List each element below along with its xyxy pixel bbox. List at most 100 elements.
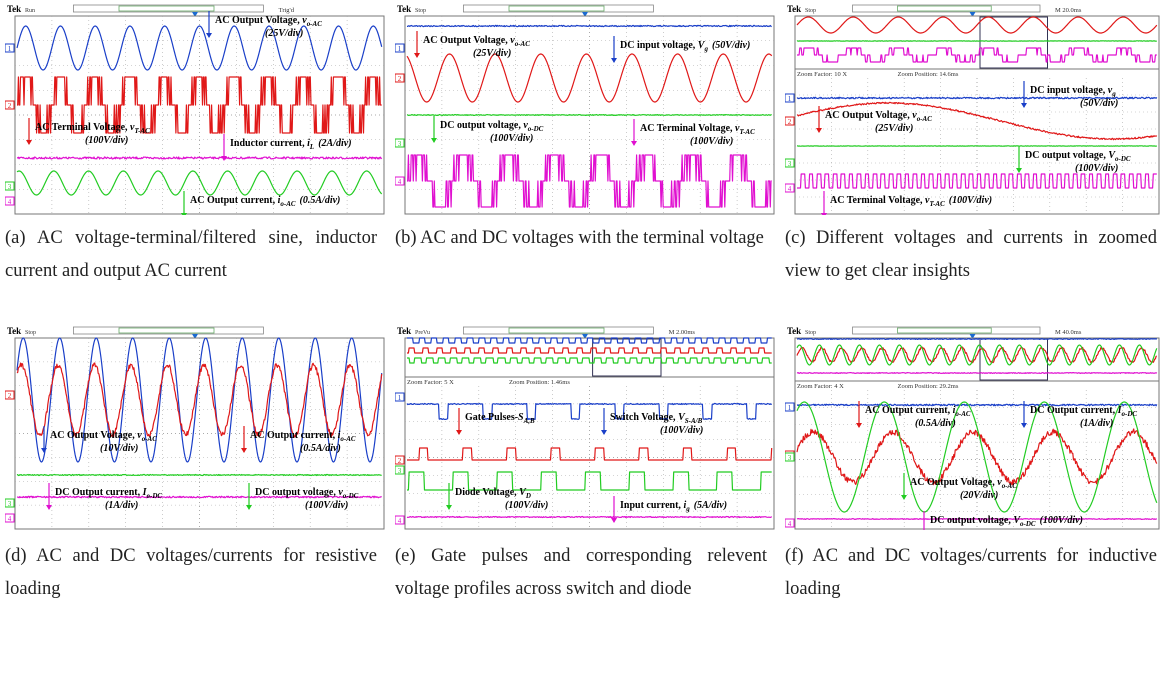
annotation-subscript: T-AC [739, 128, 755, 136]
channel-number: 3 [788, 160, 792, 168]
channel-number: 2 [788, 118, 792, 126]
waveform [407, 115, 772, 116]
annotation-label: DC output voltage, [930, 515, 1013, 526]
annotation-label: AC Output Voltage, [825, 110, 912, 121]
annotation-label: AC Output current, [190, 195, 278, 206]
channel-number: 4 [788, 185, 792, 193]
zoom-factor: Zoom Factor: 5 X [407, 379, 454, 386]
annotation-scale: (0.5A/div) [300, 443, 341, 454]
annotation-subscript: D [525, 492, 531, 500]
annotation-subscript: o-DC [343, 492, 359, 500]
annotation-label: DC output voltage, [1025, 150, 1108, 161]
figure-page: TekRunTrig'd1234AC Output Voltage, vo-AC… [0, 0, 1164, 680]
annotation-scale: (100V/div) [305, 500, 348, 511]
annotation-scale: (1A/div) [1080, 418, 1113, 429]
annotation-label: Input current, [620, 500, 683, 511]
channel-number: 2 [398, 75, 402, 83]
annotation-label: DC output voltage, [255, 487, 338, 498]
annotation-subscript: o-DC [1020, 520, 1036, 528]
caption: (b) AC and DC voltages with the terminal… [395, 222, 767, 255]
channel-number: 4 [8, 515, 12, 523]
channel-number: 1 [398, 394, 402, 402]
channel-number: 4 [8, 198, 12, 206]
zoom-factor: Zoom Factor: 10 X [797, 71, 847, 78]
scope-brand: Tek [787, 326, 801, 336]
channel-number: 1 [788, 95, 792, 103]
annotation-scale: (25V/div) [265, 28, 303, 39]
scope-brand: Tek [7, 326, 21, 336]
channel-number: 4 [398, 178, 402, 186]
annotation-scale: (100V/div) [690, 136, 733, 147]
annotation-label: Switch Voltage, [610, 412, 678, 423]
annotation-scale: (25V/div) [875, 123, 913, 134]
annotation-subscript: o-AC [955, 410, 971, 418]
scope-extra: Trig'd [279, 7, 295, 14]
annotation-subscript: S-A/B [685, 417, 703, 425]
annotation-scale: (0.5A/div) [300, 195, 341, 206]
annotation-scale: (5A/div) [694, 500, 727, 511]
scope-brand: Tek [787, 4, 801, 14]
zoom-position: Zoom Position: 14.6ms [898, 71, 959, 78]
scope-screen: TekStopM 40.0msZoom Factor: 4 XZoom Posi… [785, 325, 1160, 530]
zoom-factor: Zoom Factor: 4 X [797, 383, 844, 390]
annotation-scale: (100V/div) [1040, 515, 1083, 526]
annotation-scale: (100V/div) [490, 133, 533, 144]
annotation-label: AC Terminal Voltage, [830, 195, 925, 206]
channel-number: 1 [8, 45, 12, 53]
scope-status: Stop [25, 330, 36, 336]
scope-status: PreVu [415, 330, 430, 336]
scope-extra: M 40.0ms [1055, 329, 1082, 336]
scope-status: Stop [415, 8, 426, 14]
annotation-label: Inductor current, [230, 138, 307, 149]
caption: (f) AC and DC voltages/currents for indu… [785, 540, 1157, 606]
annotation-scale: (100V/div) [1075, 163, 1118, 174]
annotation-scale: (0.5A/div) [915, 418, 956, 429]
zoom-position: Zoom Position: 1.46ms [509, 379, 570, 386]
annotation-subscript: o-DC [1122, 410, 1138, 418]
annotation-subscript: o-AC [340, 435, 356, 443]
annotation-arrowhead [181, 213, 187, 215]
annotation-scale: (100V/div) [949, 195, 992, 206]
annotation-subscript: o-AC [142, 435, 158, 443]
annotation-label: AC Output current, [865, 405, 953, 416]
scope-brand: Tek [7, 4, 21, 14]
scope-screen: TekRunTrig'd1234AC Output Voltage, vo-AC… [5, 3, 385, 215]
caption: (e) Gate pulses and corresponding releve… [395, 540, 767, 606]
channel-number: 2 [398, 457, 402, 465]
scope-status: Stop [805, 8, 816, 14]
caption: (c) Different voltages and currents in z… [785, 222, 1157, 288]
annotation-scale: (100V/div) [505, 500, 548, 511]
annotation-label: AC Output Voltage, [910, 477, 997, 488]
channel-number: 3 [8, 183, 12, 191]
channel-number: 3 [788, 454, 792, 462]
zoom-position: Zoom Position: 29.2ms [898, 383, 959, 390]
annotation-label: DC Output current, [55, 487, 143, 498]
annotation-label: AC Output Voltage, [215, 15, 302, 26]
annotation-scale: (2A/div) [318, 138, 351, 149]
scope-brand: Tek [397, 4, 411, 14]
annotation-subscript: o-AC [1002, 482, 1018, 490]
channel-number: 4 [788, 520, 792, 528]
annotation-label: AC Terminal Voltage, [640, 123, 735, 134]
annotation-scale: (20V/div) [960, 490, 998, 501]
annotation-subscript: o-AC [917, 115, 933, 123]
annotation-scale: (50V/div) [1080, 98, 1118, 109]
annotation-subscript: g [685, 505, 690, 513]
scope-status: Run [25, 8, 35, 14]
annotation-subscript: o-AC [515, 40, 531, 48]
channel-number: 3 [8, 500, 12, 508]
annotation-label: AC Output current, [250, 430, 338, 441]
channel-number: 2 [8, 102, 12, 110]
annotation-label: AC Output Voltage, [423, 35, 510, 46]
waveform [797, 339, 1157, 340]
caption: (d) AC and DC voltages/currents for resi… [5, 540, 377, 606]
channel-number: 3 [398, 467, 402, 475]
annotation-label: DC input voltage, [1030, 85, 1108, 96]
annotation-subscript: g [703, 45, 708, 53]
annotation-scale: (1A/div) [105, 500, 138, 511]
annotation-subscript: o-AC [307, 20, 323, 28]
annotation-scale: (25V/div) [473, 48, 511, 59]
scope-extra: M 2.00ms [669, 329, 696, 336]
